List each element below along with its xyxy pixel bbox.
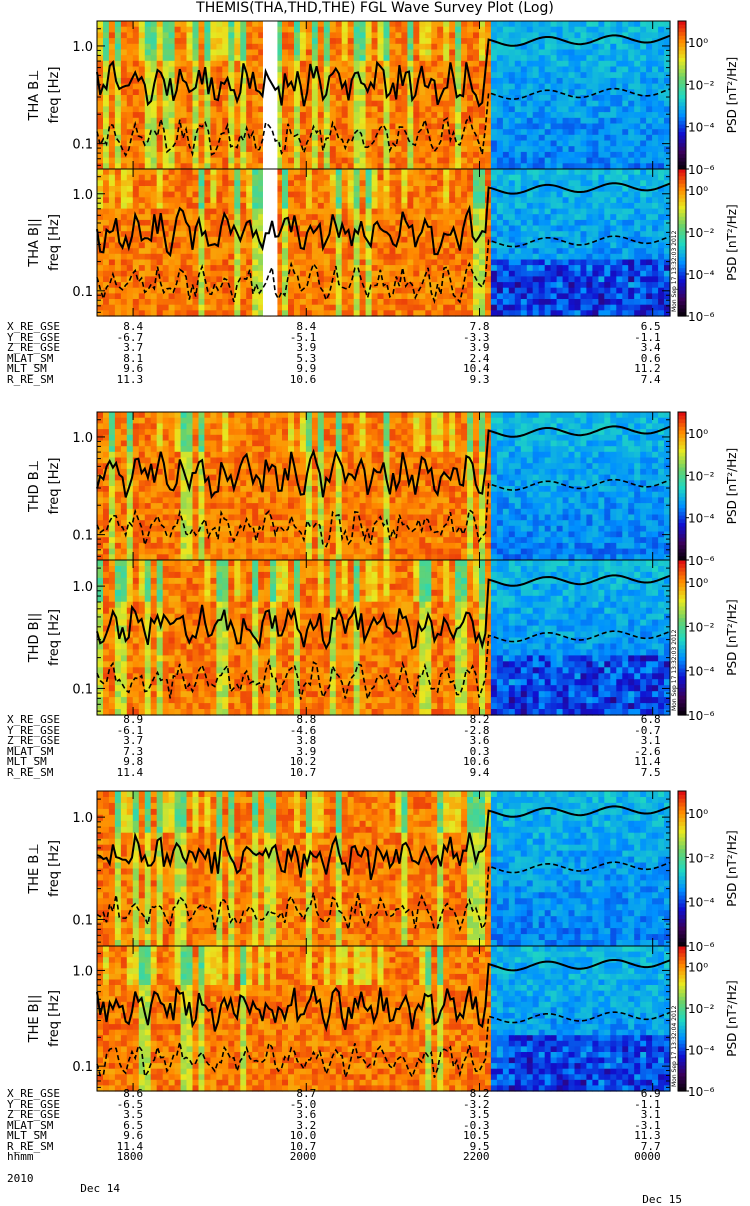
freq-tick-label: 0.1 — [72, 138, 93, 153]
colorbar-tick-label: 10⁻⁴ — [688, 1044, 715, 1058]
spectrogram-panel-the-bpar: 1.0 0.1 THE B|| freq [Hz] — [27, 946, 671, 1092]
creation-timestamp: Mon Sep 17 13:32:03 2012 — [671, 629, 678, 711]
panel-ylabel: THA B|| — [27, 218, 42, 267]
colorbar-tick-label: 10⁻⁴ — [688, 121, 715, 135]
ephemeris-value: 9.4 — [419, 768, 489, 779]
colorbar-tick-label: 10⁻⁶ — [688, 1085, 715, 1099]
freq-tick-label: 1.0 — [72, 580, 93, 595]
colorbar: 10⁰ 10⁻² 10⁻⁴ 10⁻⁶ PSD [nT²/Hz] — [678, 412, 739, 568]
ephemeris-value: 7.5 — [591, 768, 661, 779]
data-gap — [263, 21, 277, 169]
spectrogram-panel-thd-bpar: 1.0 0.1 THD B|| freq [Hz] — [27, 560, 671, 716]
freq-tick-label: 0.1 — [72, 285, 93, 300]
colorbar-tick-label: 10⁻² — [688, 851, 715, 865]
creation-timestamp: Mon Sep 17 13:32:04 2012 — [671, 1005, 678, 1087]
colorbar: 10⁰ 10⁻² 10⁻⁴ 10⁻⁶ PSD [nT²/Hz] — [678, 21, 739, 177]
colorbar-tick-label: 10⁰ — [688, 427, 708, 441]
colorbar-tick-label: 10⁻⁴ — [688, 665, 715, 679]
colorbar-tick-label: 10⁰ — [688, 807, 708, 821]
ephemeris-value: 9.3 — [419, 375, 489, 386]
colorbar-tick-label: 10⁻⁴ — [688, 896, 715, 910]
panel-ylabel: THE B⊥ — [27, 843, 42, 894]
colorbar: 10⁰ 10⁻² 10⁻⁴ 10⁻⁶ PSD [nT²/Hz] — [678, 169, 739, 324]
spectrogram-panel-tha-bperp: 1.0 0.1 THA B⊥ freq [Hz] — [27, 21, 671, 170]
colorbar-tick-label: 10⁻⁶ — [688, 310, 715, 324]
colorbar-tick-label: 10⁻⁶ — [688, 940, 715, 954]
ephemeris-value: 10.7 — [246, 768, 316, 779]
freq-tick-label: 0.1 — [72, 1060, 93, 1075]
freq-axis-label: freq [Hz] — [47, 990, 62, 1047]
freq-tick-label: 0.1 — [72, 913, 93, 928]
freq-axis-label: freq [Hz] — [47, 458, 62, 515]
colorbar-tick-label: 10⁻² — [688, 226, 715, 240]
colorbar-label: PSD [nT²/Hz] — [725, 830, 739, 906]
colorbar-tick-label: 10⁻⁶ — [688, 709, 715, 723]
freq-tick-label: 1.0 — [72, 40, 93, 55]
colorbar-tick-label: 10⁰ — [688, 184, 708, 198]
freq-tick-label: 0.1 — [72, 529, 93, 544]
freq-tick-label: 1.0 — [72, 431, 93, 446]
colorbar-tick-label: 10⁰ — [688, 576, 708, 590]
ephemeris-value: 1800 — [73, 1152, 143, 1163]
freq-axis-label: freq [Hz] — [47, 609, 62, 666]
panel-ylabel: THE B|| — [27, 995, 42, 1044]
colorbar-tick-label: 10⁻² — [688, 78, 715, 92]
freq-tick-label: 1.0 — [72, 964, 93, 979]
year-label: 2010 — [7, 1174, 34, 1185]
ephemeris-value: 7.4 — [591, 375, 661, 386]
colorbar: 10⁰ 10⁻² 10⁻⁴ 10⁻⁶ PSD [nT²/Hz] — [678, 946, 739, 1099]
panel-ylabel: THD B⊥ — [27, 460, 42, 513]
ephemeris-value: 2200 — [419, 1152, 489, 1163]
ephemeris-value: 0000 — [591, 1152, 661, 1163]
date-row: 2010 Dec 14 Dec 15 — [0, 1163, 750, 1175]
colorbar-label: PSD [nT²/Hz] — [725, 980, 739, 1056]
ephemeris-value: 11.4 — [73, 768, 143, 779]
spectrogram-panel-tha-bpar: 1.0 0.1 THA B|| freq [Hz] — [27, 169, 671, 317]
colorbar: 10⁰ 10⁻² 10⁻⁴ 10⁻⁶ PSD [nT²/Hz] — [678, 560, 739, 723]
ephemeris-label: R_RE_SM — [7, 768, 53, 779]
freq-axis-label: freq [Hz] — [47, 840, 62, 897]
colorbar-tick-label: 10⁻² — [688, 469, 715, 483]
panel-ylabel: THA B⊥ — [27, 70, 42, 122]
ephemeris-value: 2000 — [246, 1152, 316, 1163]
spectrogram-panel-the-bperp: 1.0 0.1 THE B⊥ freq [Hz] — [27, 791, 671, 947]
colorbar-tick-label: 10⁻² — [688, 1002, 715, 1016]
ephemeris-value: 11.3 — [73, 375, 143, 386]
freq-tick-label: 0.1 — [72, 682, 93, 697]
colorbar-tick-label: 10⁰ — [688, 961, 708, 975]
ephemeris-label: hhmm — [7, 1152, 34, 1163]
freq-tick-label: 1.0 — [72, 188, 93, 203]
colorbar-tick-label: 10⁻⁶ — [688, 163, 715, 177]
spectrogram-panel-thd-bperp: 1.0 0.1 THD B⊥ freq [Hz] — [27, 412, 671, 561]
freq-axis-label: freq [Hz] — [47, 67, 62, 124]
colorbar-label: PSD [nT²/Hz] — [725, 204, 739, 280]
ephemeris-label: R_RE_SM — [7, 375, 53, 386]
colorbar-label: PSD [nT²/Hz] — [725, 57, 739, 133]
colorbar: 10⁰ 10⁻² 10⁻⁴ 10⁻⁶ PSD [nT²/Hz] — [678, 791, 739, 954]
colorbar-label: PSD [nT²/Hz] — [725, 599, 739, 675]
panel-ylabel: THD B|| — [27, 613, 42, 664]
colorbar-tick-label: 10⁻² — [688, 620, 715, 634]
colorbar-tick-label: 10⁻⁴ — [688, 268, 715, 282]
colorbar-tick-label: 10⁻⁶ — [688, 554, 715, 568]
colorbar-label: PSD [nT²/Hz] — [725, 448, 739, 524]
colorbar-tick-label: 10⁻⁴ — [688, 512, 715, 526]
colorbar-tick-label: 10⁰ — [688, 36, 708, 50]
ephemeris-value: 10.6 — [246, 375, 316, 386]
freq-axis-label: freq [Hz] — [47, 214, 62, 271]
date-start-label: Dec 14 — [50, 1184, 120, 1195]
creation-timestamp: Mon Sep 17 13:32:03 2012 — [671, 230, 678, 312]
freq-tick-label: 1.0 — [72, 811, 93, 826]
